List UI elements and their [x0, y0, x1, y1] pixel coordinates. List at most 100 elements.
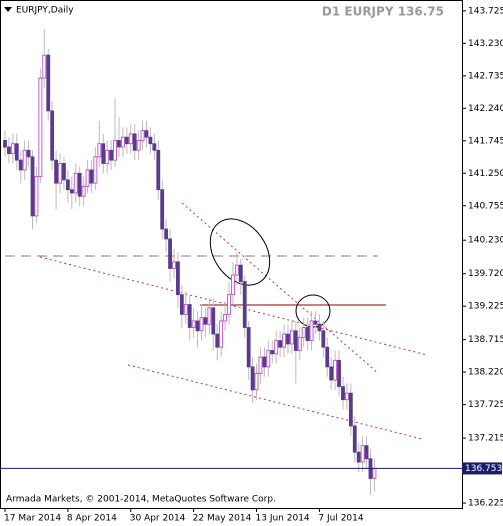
y-tick-label: 140.230 [468, 236, 503, 246]
candle-body [305, 327, 310, 342]
candle-body [148, 136, 153, 145]
candle-body [242, 281, 247, 328]
y-tick-label: 137.215 [468, 434, 503, 444]
candle-body [26, 149, 31, 158]
candle-body [89, 169, 94, 184]
y-tick-label: 139.720 [468, 269, 503, 279]
candle-body [345, 392, 349, 401]
candle-body [22, 149, 27, 171]
candle-body [65, 179, 70, 191]
candle-body [250, 366, 255, 391]
candle-body [81, 185, 86, 197]
candle-body [274, 340, 279, 355]
candle-body [289, 330, 294, 345]
candle-body [109, 149, 114, 161]
candle-body [215, 333, 220, 348]
candle-body [187, 304, 192, 328]
candle-body [121, 136, 125, 148]
candle-body [223, 313, 227, 322]
y-tick-label: 141.745 [468, 136, 503, 146]
candle-body [105, 149, 110, 164]
candle-body [266, 350, 271, 368]
plot-frame [0, 0, 463, 509]
candle-body [199, 317, 204, 332]
candle-body [219, 320, 224, 348]
candle-body [10, 143, 15, 154]
candle-body [364, 445, 369, 460]
x-tick-label: 22 May 2014 [193, 514, 252, 524]
candle-body [77, 172, 82, 197]
candle-body [176, 261, 180, 296]
candle-body [42, 54, 47, 79]
candle-body [227, 294, 231, 315]
candle-body [144, 130, 149, 138]
candle-body [325, 346, 330, 368]
candle-body [211, 307, 216, 335]
y-tick-label: 137.725 [468, 400, 503, 410]
candle-body [156, 149, 161, 191]
candle-body [7, 146, 11, 154]
x-tick-label: 8 Apr 2014 [67, 514, 117, 524]
trend-line [39, 256, 428, 356]
candle-body [360, 445, 365, 463]
candle-body [301, 327, 306, 338]
candle-body [152, 143, 157, 151]
y-tick-label: 142.735 [468, 71, 503, 81]
candle-body [246, 327, 251, 368]
candle-body [136, 140, 141, 151]
candle-body [352, 425, 357, 453]
candle-body [93, 156, 98, 184]
y-tick-label: 140.755 [468, 201, 503, 211]
symbol-info: D1 EURJPY 136.75 [322, 5, 444, 19]
candle-body [262, 356, 267, 368]
candle-body [14, 143, 19, 161]
candle-body [356, 451, 361, 463]
candle-body [34, 176, 39, 217]
candle-body [254, 373, 259, 391]
y-tick-label: 139.225 [468, 302, 503, 312]
candle-body [164, 228, 169, 240]
candle-body [234, 264, 239, 276]
candle-body [321, 330, 326, 348]
y-tick-label: 138.715 [468, 335, 503, 345]
candle-body [179, 294, 184, 315]
candle-body [195, 320, 200, 332]
candle-body [293, 330, 298, 351]
candle-body [341, 386, 345, 401]
candle-body [128, 133, 133, 145]
y-tick-label: 143.230 [468, 39, 503, 49]
x-tick-label: 13 Jun 2014 [256, 514, 310, 524]
candle-body [3, 140, 7, 148]
candle-body [313, 320, 318, 325]
candle-body [329, 366, 334, 381]
candle-body [172, 261, 176, 269]
candle-body [286, 333, 290, 345]
candle-body [278, 340, 283, 348]
candle-body [62, 163, 66, 181]
candle-body [97, 143, 102, 158]
candle-body [50, 110, 55, 161]
chart-title: EURJPY,Daily [16, 6, 74, 16]
candle-body [270, 350, 275, 355]
candle-body [317, 323, 322, 332]
candle-body [85, 169, 90, 187]
candle-body [297, 336, 302, 351]
candle-body [282, 333, 286, 348]
y-tick-label: 143.725 [468, 6, 503, 16]
y-tick-label: 136.225 [468, 499, 503, 509]
candle-body [160, 189, 165, 230]
candle-body [101, 143, 106, 164]
candle-body [333, 359, 338, 381]
candle-body [231, 274, 235, 296]
candle-body [58, 163, 62, 184]
candle-body [38, 77, 43, 177]
candle-body [30, 156, 35, 217]
trend-line [181, 202, 379, 374]
price-label: 136.753 [465, 464, 502, 474]
candle-body [18, 159, 23, 171]
y-tick-label: 141.250 [468, 169, 503, 179]
candle-body [337, 359, 341, 387]
candle-body [73, 172, 78, 194]
candle-body [191, 320, 196, 328]
